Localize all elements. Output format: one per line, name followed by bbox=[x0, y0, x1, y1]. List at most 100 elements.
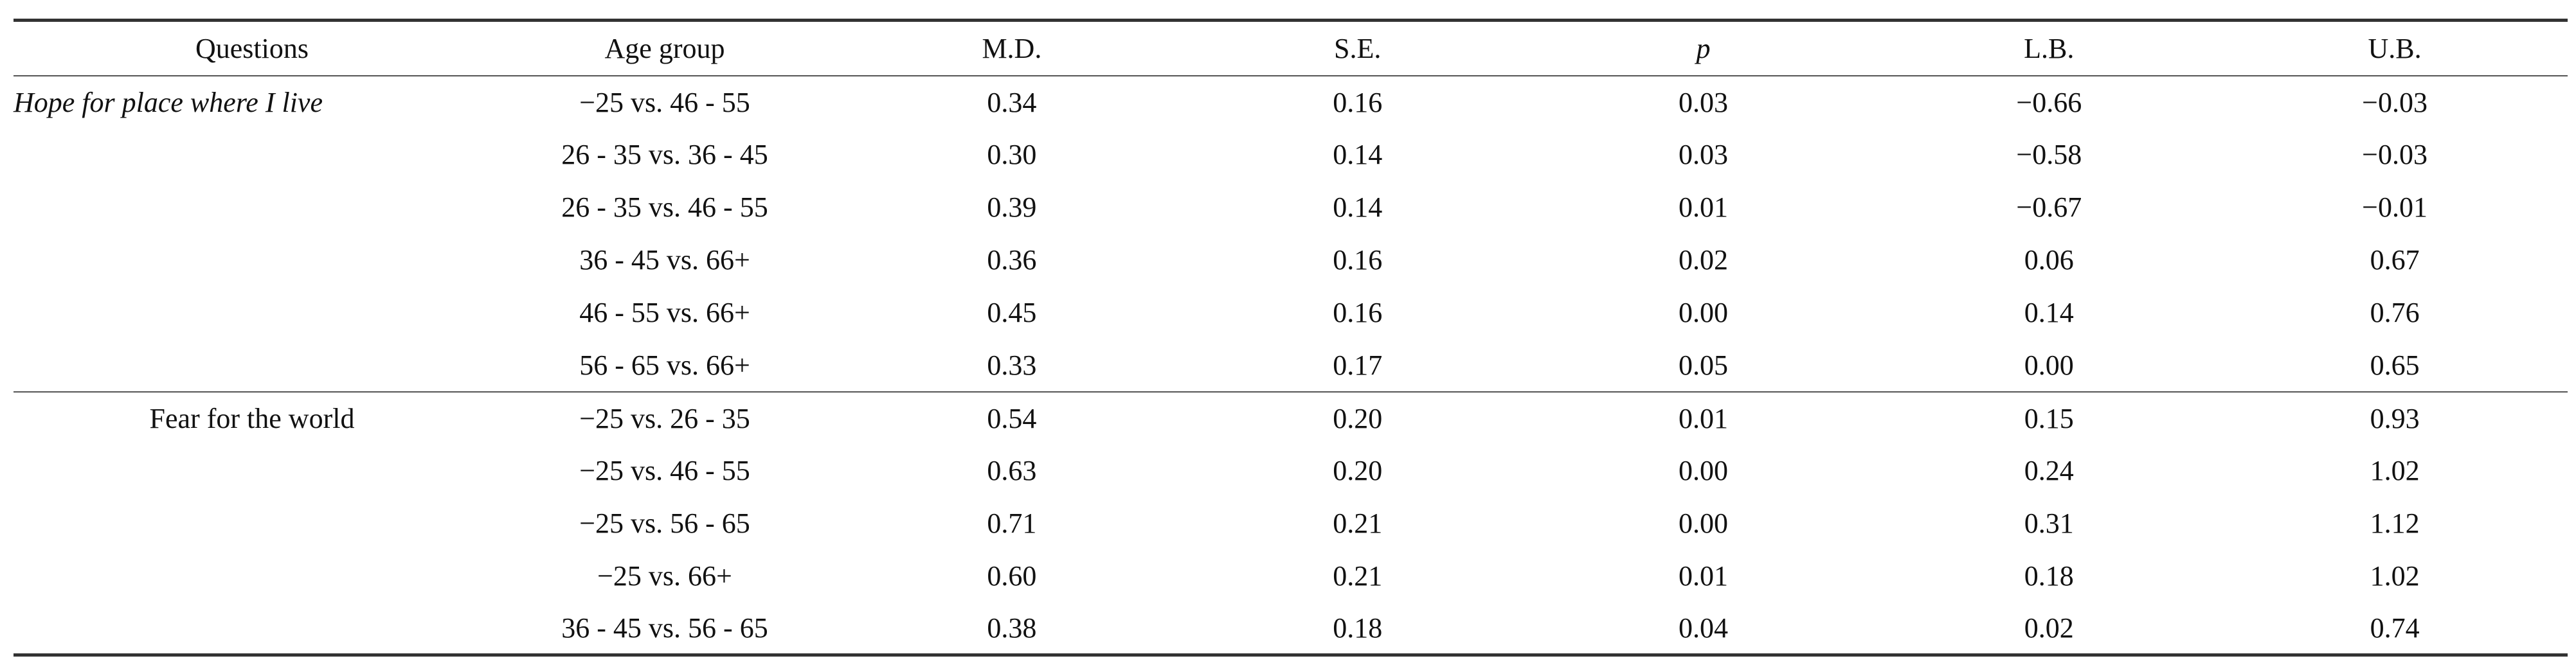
table-row: 26 - 35 vs. 46 - 55 0.39 0.14 0.01 −0.67 −0.0… bbox=[14, 181, 2568, 234]
age-group-cell: −25 vs. 66+ bbox=[597, 560, 732, 592]
table-header: Questions Age group M.D. S.E. p L.B. U.B. bbox=[14, 19, 2568, 76]
value-cell: 0.05 bbox=[1678, 349, 1728, 381]
value-cell: 0.15 bbox=[1876, 391, 2222, 445]
value-cell: 0.06 bbox=[2024, 244, 2074, 276]
value-cell: −0.67 bbox=[2016, 191, 2082, 223]
table-row: 36 - 45 vs. 56 - 65 0.38 0.18 0.04 0.02 0.74 bbox=[14, 602, 2568, 657]
age-group-cell: 26 - 35 vs. 46 - 55 bbox=[561, 191, 768, 223]
value-cell: 0.03 bbox=[1530, 75, 1877, 128]
value-cell: 0.45 bbox=[987, 297, 1037, 328]
column-header: M.D. bbox=[839, 19, 1185, 76]
value-cell: 0.17 bbox=[1333, 349, 1383, 381]
age-group-cell: 56 - 65 vs. 66+ bbox=[579, 349, 750, 381]
age-group-cell: −25 vs. 46 - 55 bbox=[491, 75, 839, 128]
column-header: Age group bbox=[491, 19, 839, 76]
table-wrapper: Questions Age group M.D. S.E. p L.B. U.B. Hope… bbox=[14, 19, 2568, 657]
value-cell: 0.01 bbox=[1678, 191, 1728, 223]
table-row: Hope for place where I live −25 vs. 46 - … bbox=[14, 75, 2568, 128]
age-group-cell: −25 vs. 46 - 55 bbox=[579, 455, 750, 486]
table-row: 36 - 45 vs. 66+ 0.36 0.16 0.02 0.06 0.67 bbox=[14, 234, 2568, 287]
value-cell: 0.71 bbox=[987, 508, 1037, 539]
empty-cell bbox=[14, 550, 491, 603]
value-cell: −0.58 bbox=[2016, 139, 2082, 170]
value-cell: 0.31 bbox=[2024, 508, 2074, 539]
table-row: 56 - 65 vs. 66+ 0.33 0.17 0.05 0.00 0.65 bbox=[14, 339, 2568, 392]
value-cell: −0.01 bbox=[2362, 191, 2427, 223]
value-cell: 0.18 bbox=[2024, 560, 2074, 592]
table-row: −25 vs. 66+ 0.60 0.21 0.01 0.18 1.02 bbox=[14, 550, 2568, 603]
table-row: −25 vs. 56 - 65 0.71 0.21 0.00 0.31 1.12 bbox=[14, 497, 2568, 550]
value-cell: 0.21 bbox=[1333, 560, 1383, 592]
value-cell: 0.20 bbox=[1333, 455, 1383, 486]
table-row: Fear for the world −25 vs. 26 - 35 0.54 0.2… bbox=[14, 391, 2568, 445]
value-cell: 0.34 bbox=[839, 75, 1185, 128]
value-cell: 0.00 bbox=[1678, 297, 1728, 328]
question-cell: Fear for the world bbox=[14, 391, 491, 445]
value-cell: 0.14 bbox=[2024, 297, 2074, 328]
value-cell: 0.00 bbox=[2024, 349, 2074, 381]
value-cell: 0.21 bbox=[1333, 508, 1383, 539]
value-cell: −0.03 bbox=[2362, 139, 2427, 170]
age-group-cell: 26 - 35 vs. 36 - 45 bbox=[561, 139, 768, 170]
value-cell: 0.36 bbox=[987, 244, 1037, 276]
value-cell: 0.63 bbox=[987, 455, 1037, 486]
value-cell: 0.14 bbox=[1333, 139, 1383, 170]
value-cell: 0.74 bbox=[2222, 602, 2568, 657]
empty-cell bbox=[14, 602, 491, 657]
value-cell: −0.03 bbox=[2222, 75, 2568, 128]
value-cell: 0.24 bbox=[2024, 455, 2074, 486]
value-cell: 0.39 bbox=[987, 191, 1037, 223]
value-cell: 0.04 bbox=[1530, 602, 1877, 657]
column-header: p bbox=[1530, 19, 1877, 76]
table-row: 46 - 55 vs. 66+ 0.45 0.16 0.00 0.14 0.76 bbox=[14, 287, 2568, 339]
value-cell: 1.02 bbox=[2370, 560, 2420, 592]
value-cell: 0.16 bbox=[1333, 297, 1383, 328]
value-cell: 0.38 bbox=[839, 602, 1185, 657]
header-row: Questions Age group M.D. S.E. p L.B. U.B. bbox=[14, 19, 2568, 76]
value-cell: 0.01 bbox=[1678, 560, 1728, 592]
value-cell: 1.02 bbox=[2370, 455, 2420, 486]
age-group-cell: 46 - 55 vs. 66+ bbox=[579, 297, 750, 328]
value-cell: 0.01 bbox=[1530, 391, 1877, 445]
table-row: −25 vs. 46 - 55 0.63 0.20 0.00 0.24 1.02 bbox=[14, 445, 2568, 497]
value-cell: 0.16 bbox=[1184, 75, 1531, 128]
empty-cell bbox=[14, 234, 491, 287]
value-cell: −0.66 bbox=[1876, 75, 2222, 128]
value-cell: 0.54 bbox=[839, 391, 1185, 445]
value-cell: 0.33 bbox=[987, 349, 1037, 381]
empty-cell bbox=[14, 445, 491, 497]
column-header: S.E. bbox=[1184, 19, 1531, 76]
empty-cell bbox=[14, 181, 491, 234]
value-cell: 0.02 bbox=[1678, 244, 1728, 276]
value-cell: 0.18 bbox=[1184, 602, 1531, 657]
column-header: L.B. bbox=[1876, 19, 2222, 76]
empty-cell bbox=[14, 339, 491, 392]
value-cell: 0.20 bbox=[1184, 391, 1531, 445]
empty-cell bbox=[14, 497, 491, 550]
results-table: Questions Age group M.D. S.E. p L.B. U.B. Hope… bbox=[14, 19, 2568, 657]
value-cell: 0.93 bbox=[2222, 391, 2568, 445]
value-cell: 0.67 bbox=[2370, 244, 2420, 276]
value-cell: 1.12 bbox=[2370, 508, 2420, 539]
value-cell: 0.00 bbox=[1678, 455, 1728, 486]
value-cell: 0.16 bbox=[1333, 244, 1383, 276]
column-header: Questions bbox=[14, 19, 491, 76]
value-cell: 0.65 bbox=[2370, 349, 2420, 381]
question-cell: Hope for place where I live bbox=[14, 75, 491, 128]
age-group-cell: −25 vs. 26 - 35 bbox=[491, 391, 839, 445]
empty-cell bbox=[14, 128, 491, 181]
value-cell: 0.00 bbox=[1678, 508, 1728, 539]
empty-cell bbox=[14, 287, 491, 339]
age-group-cell: −25 vs. 56 - 65 bbox=[579, 508, 750, 539]
value-cell: 0.02 bbox=[1876, 602, 2222, 657]
column-header: U.B. bbox=[2222, 19, 2568, 76]
value-cell: 0.60 bbox=[987, 560, 1037, 592]
age-group-cell: 36 - 45 vs. 66+ bbox=[579, 244, 750, 276]
table-row: 26 - 35 vs. 36 - 45 0.30 0.14 0.03 −0.58 −0.0… bbox=[14, 128, 2568, 181]
table-body: Hope for place where I live −25 vs. 46 - … bbox=[14, 75, 2568, 657]
age-group-cell: 36 - 45 vs. 56 - 65 bbox=[491, 602, 839, 657]
value-cell: 0.76 bbox=[2370, 297, 2420, 328]
value-cell: 0.03 bbox=[1678, 139, 1728, 170]
value-cell: 0.14 bbox=[1333, 191, 1383, 223]
